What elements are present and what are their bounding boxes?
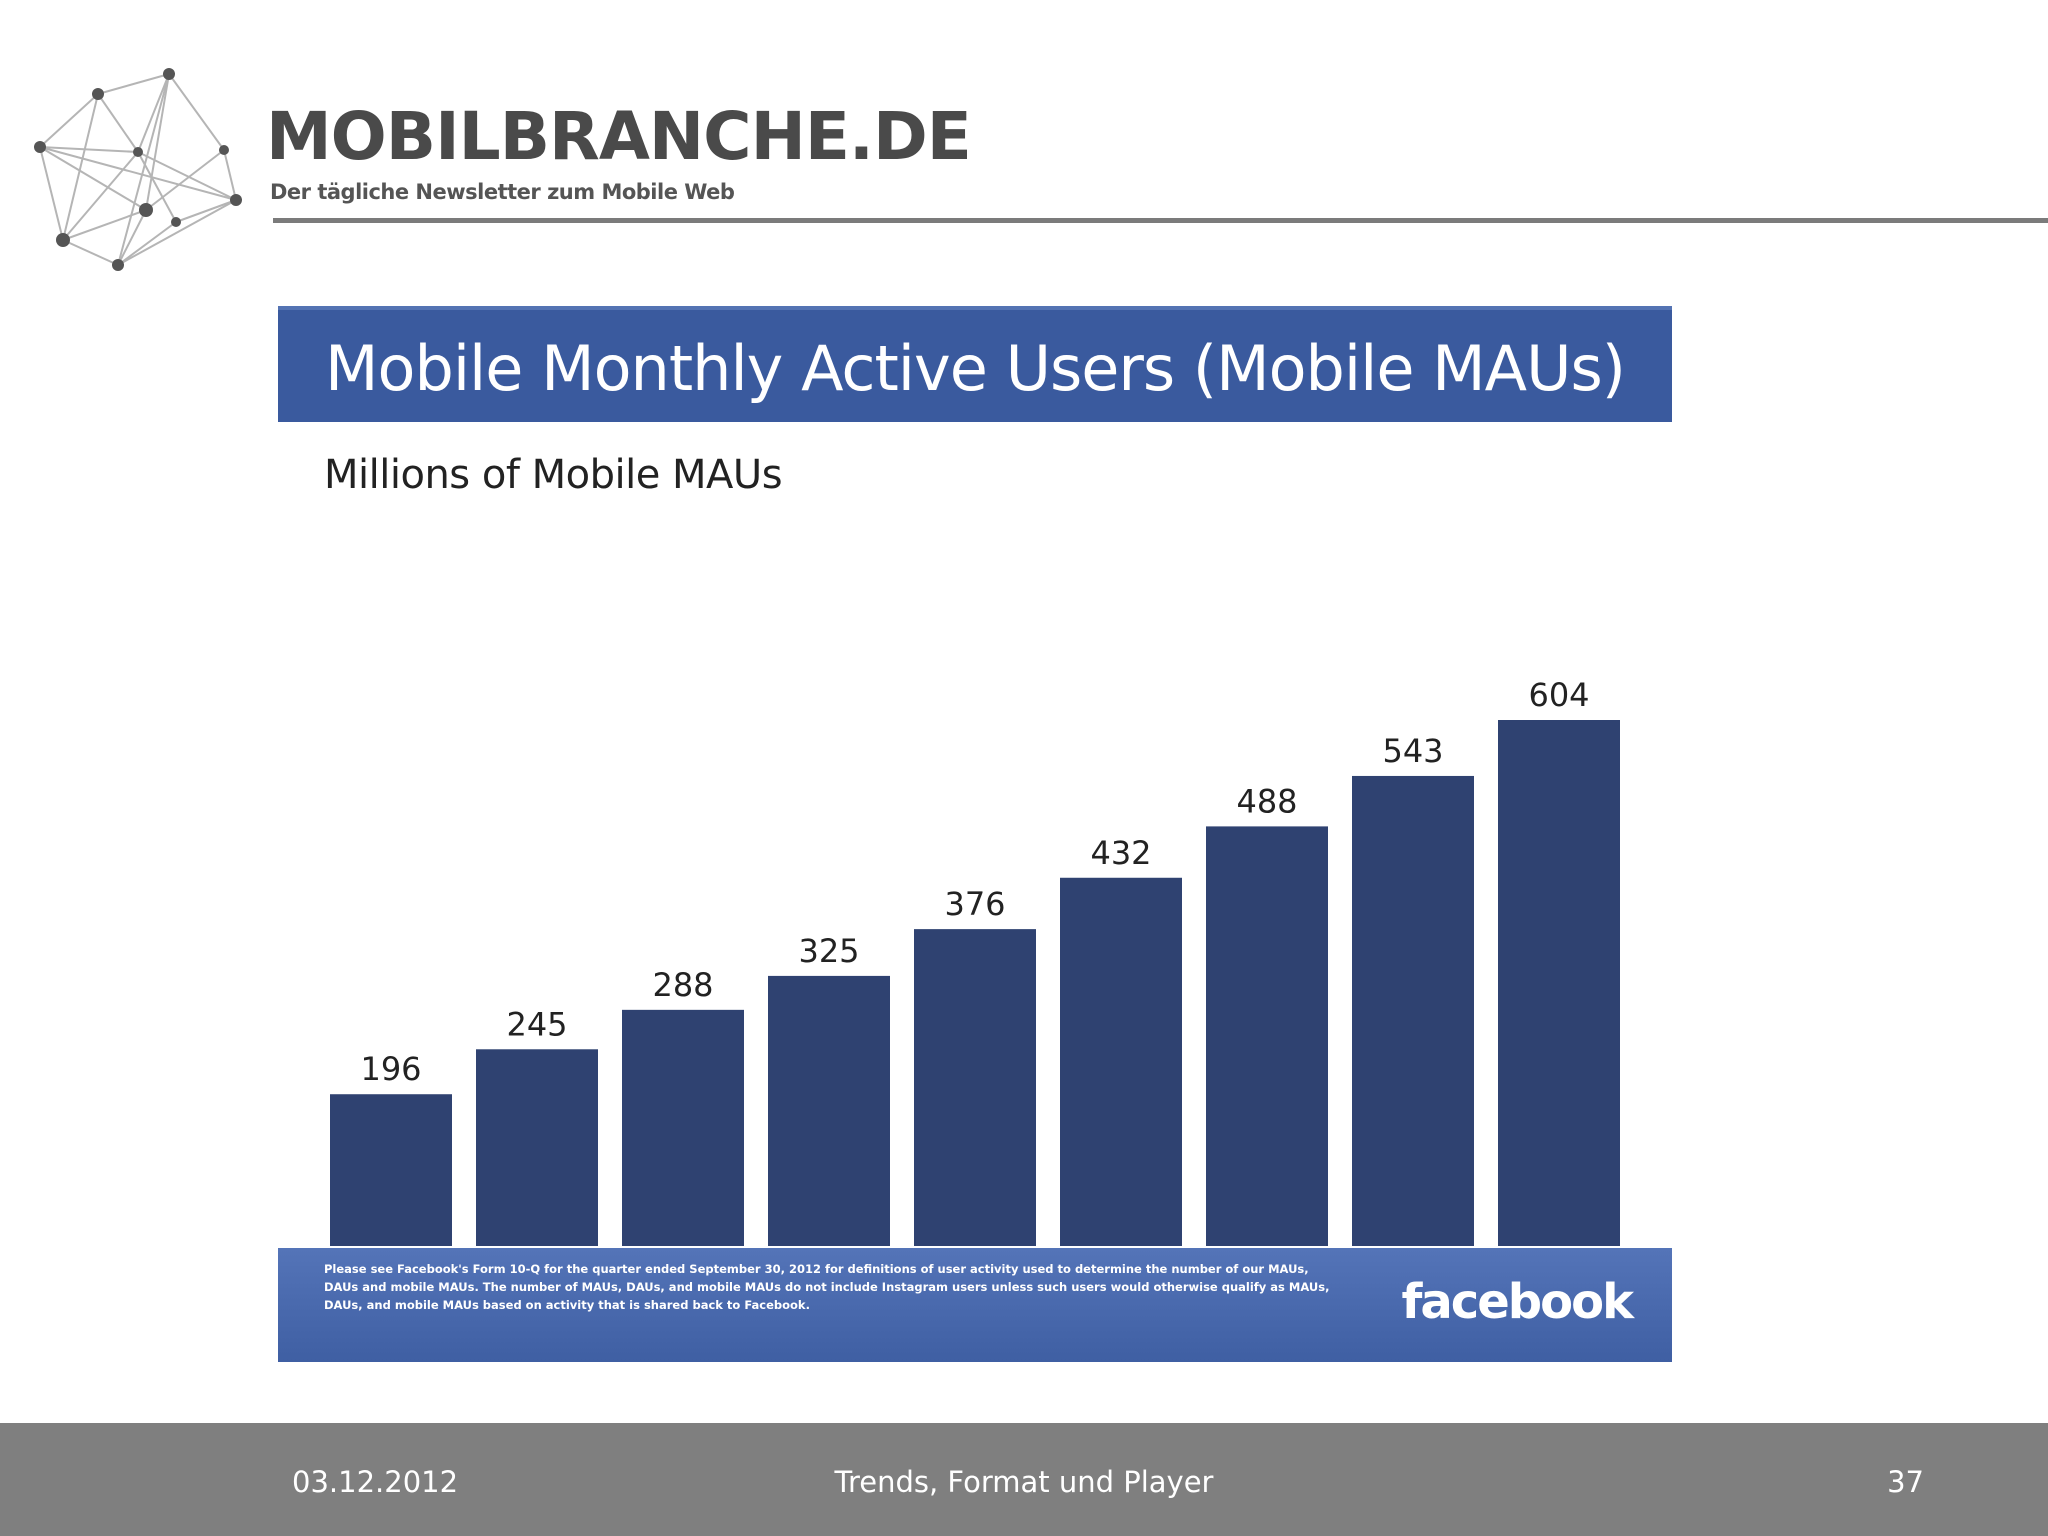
data-label: 604 — [1528, 676, 1589, 714]
chart-title: Mobile Monthly Active Users (Mobile MAUs… — [325, 332, 1626, 405]
bar-q1-12 — [1206, 826, 1328, 1246]
facebook-logo: facebook — [1401, 1274, 1634, 1330]
footnote-bar: Please see Facebook's Form 10-Q for the … — [278, 1248, 1672, 1362]
slide-footer: 03.12.2012 Trends, Format und Player 37 — [0, 1423, 2048, 1536]
bar-q3-12 — [1498, 720, 1620, 1246]
data-label: 288 — [652, 966, 713, 1004]
chart-subtitle: Millions of Mobile MAUs — [324, 452, 783, 498]
header-divider — [273, 218, 2048, 223]
chart-panel: Mobile Monthly Active Users (Mobile MAUs… — [278, 306, 1672, 1362]
chart-title-bar: Mobile Monthly Active Users (Mobile MAUs… — [278, 306, 1672, 422]
data-label: 325 — [798, 932, 859, 970]
footnote-text: Please see Facebook's Form 10-Q for the … — [324, 1262, 1330, 1312]
page-number: 37 — [1887, 1465, 1924, 1499]
brand-tagline: Der tägliche Newsletter zum Mobile Web — [270, 180, 735, 204]
mobilbranche-network-logo-icon — [34, 68, 242, 271]
bar-q3-10 — [330, 1094, 452, 1246]
data-label: 488 — [1236, 782, 1297, 820]
data-label: 432 — [1090, 834, 1151, 872]
bar-q2-12 — [1352, 775, 1474, 1246]
bar-q2-11 — [768, 975, 890, 1246]
data-label: 245 — [506, 1005, 567, 1043]
data-label: 196 — [360, 1050, 421, 1088]
data-label: 376 — [944, 885, 1005, 923]
footer-title: Trends, Format und Player — [834, 1465, 1214, 1499]
bar-q1-11 — [622, 1009, 744, 1246]
bar-q4-11 — [1060, 877, 1182, 1246]
bar-q3-11 — [914, 929, 1036, 1246]
footer-date: 03.12.2012 — [292, 1465, 459, 1499]
bar-q4-10 — [476, 1049, 598, 1246]
data-label: 543 — [1382, 732, 1443, 770]
brand-name: MOBILBRANCHE.DE — [266, 98, 972, 175]
